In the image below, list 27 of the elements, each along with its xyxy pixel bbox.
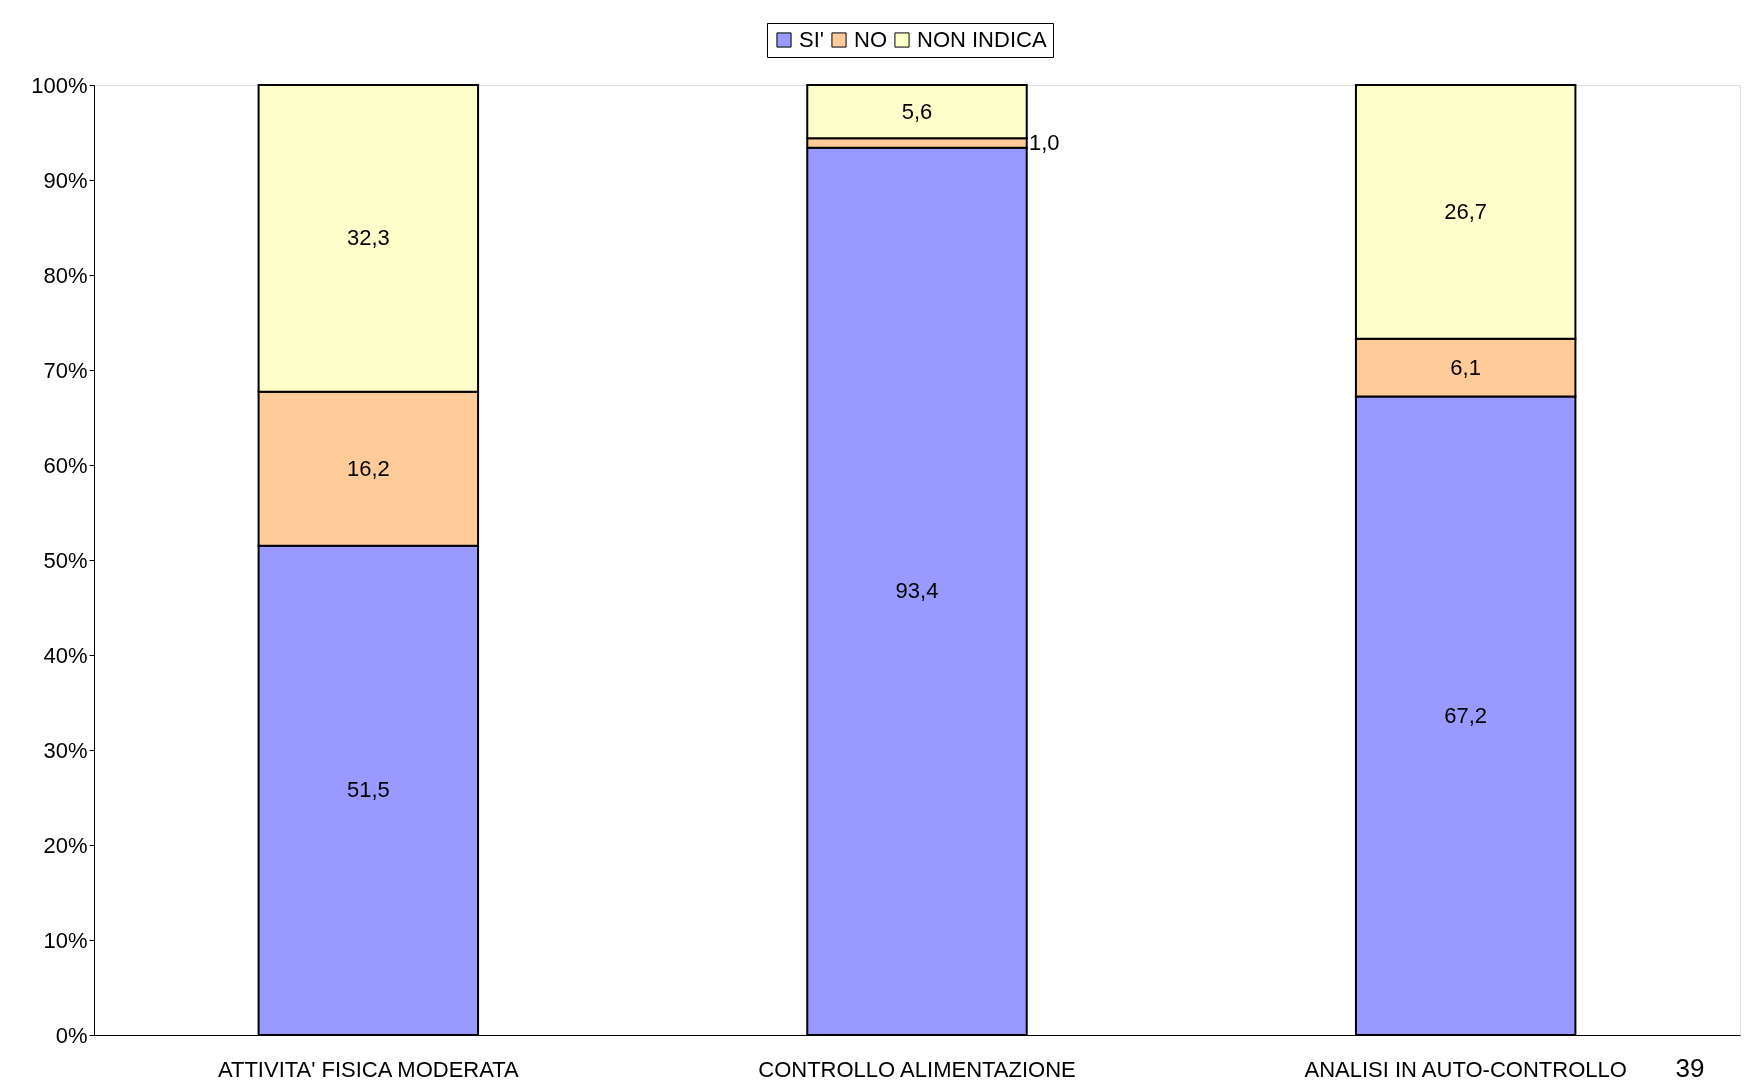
y-tick-label: 100% bbox=[31, 72, 88, 98]
data-label: 93,4 bbox=[895, 578, 939, 604]
y-tick-label: 0% bbox=[55, 1022, 88, 1048]
y-tick-label: 30% bbox=[43, 737, 88, 763]
y-tick-label: 50% bbox=[43, 547, 88, 573]
data-label: 67,2 bbox=[1444, 702, 1488, 728]
data-label: 32,3 bbox=[346, 225, 390, 251]
data-label: 26,7 bbox=[1444, 198, 1488, 224]
legend-label: SI' bbox=[799, 27, 824, 52]
data-label: 5,6 bbox=[901, 98, 933, 124]
y-tick-label: 40% bbox=[43, 642, 88, 668]
legend-label: NO bbox=[854, 27, 887, 52]
y-tick-label: 20% bbox=[43, 832, 88, 858]
x-tick-label: CONTROLLO ALIMENTAZIONE bbox=[758, 1056, 1076, 1082]
legend-label: NON INDICA bbox=[917, 27, 1047, 52]
text: 39 bbox=[1675, 1053, 1705, 1083]
data-label: 16,2 bbox=[346, 455, 390, 481]
y-tick-label: 70% bbox=[43, 357, 88, 383]
x-tick-label: ATTIVITA' FISICA MODERATA bbox=[217, 1056, 520, 1082]
data-label: 51,5 bbox=[346, 777, 390, 803]
data-label: 6,1 bbox=[1450, 354, 1481, 380]
y-tick-label: 10% bbox=[43, 927, 88, 953]
y-tick-label: 60% bbox=[43, 452, 88, 478]
data-label: 1,0 bbox=[1029, 129, 1060, 155]
y-tick-label: 90% bbox=[43, 167, 88, 193]
y-tick-label: 80% bbox=[43, 262, 88, 288]
x-tick-label: ANALISI IN AUTO-CONTROLLO bbox=[1304, 1056, 1627, 1082]
